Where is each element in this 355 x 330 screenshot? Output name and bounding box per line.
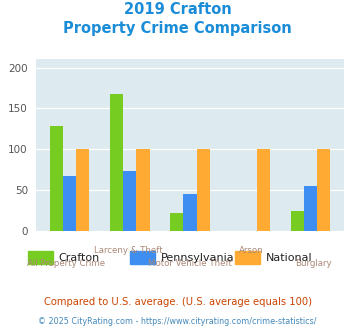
Bar	[290, 212, 304, 231]
Text: Larceny & Theft: Larceny & Theft	[94, 246, 163, 255]
Text: Crafton: Crafton	[59, 253, 100, 263]
Text: All Property Crime: All Property Crime	[27, 259, 105, 268]
Bar	[123, 171, 136, 231]
Bar	[317, 149, 330, 231]
Bar	[63, 176, 76, 231]
Text: © 2025 CityRating.com - https://www.cityrating.com/crime-statistics/: © 2025 CityRating.com - https://www.city…	[38, 317, 317, 326]
Bar	[110, 94, 123, 231]
Text: Arson: Arson	[239, 246, 264, 255]
Bar	[304, 186, 317, 231]
Text: Pennsylvania: Pennsylvania	[160, 253, 234, 263]
Text: Property Crime Comparison: Property Crime Comparison	[63, 21, 292, 36]
Text: Motor Vehicle Theft: Motor Vehicle Theft	[148, 259, 232, 268]
Text: National: National	[266, 253, 312, 263]
Bar	[76, 149, 89, 231]
Bar	[50, 126, 63, 231]
Bar	[257, 149, 270, 231]
Bar	[136, 149, 149, 231]
Bar	[183, 194, 197, 231]
Bar	[170, 213, 183, 231]
Text: Compared to U.S. average. (U.S. average equals 100): Compared to U.S. average. (U.S. average …	[44, 297, 311, 307]
Text: 2019 Crafton: 2019 Crafton	[124, 2, 231, 16]
Text: Burglary: Burglary	[295, 259, 332, 268]
Bar	[197, 149, 210, 231]
